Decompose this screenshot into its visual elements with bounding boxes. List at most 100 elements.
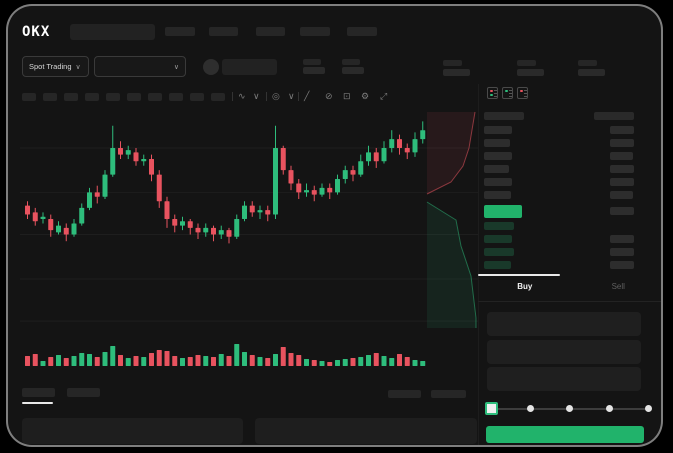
volume-bar [412, 360, 418, 366]
book-line [494, 96, 497, 97]
timeframe-button[interactable] [211, 93, 225, 101]
nav-item[interactable] [165, 27, 195, 36]
price-input[interactable] [487, 312, 641, 336]
ask-amount[interactable] [610, 126, 634, 134]
ask-price[interactable] [484, 178, 512, 186]
timeframe-button[interactable] [85, 93, 99, 101]
buy-button[interactable] [486, 426, 644, 443]
book-all-icon[interactable] [487, 87, 498, 99]
bid-price[interactable] [484, 222, 514, 230]
volume-bar [389, 358, 395, 366]
bid-price[interactable] [484, 248, 514, 256]
pair-dropdown[interactable]: ∨ [94, 56, 186, 77]
slider-stop[interactable] [645, 405, 652, 412]
candle-body [397, 139, 402, 148]
amount-input[interactable] [487, 340, 641, 364]
camera-icon[interactable]: ⊡ [343, 91, 351, 101]
ask-price[interactable] [484, 126, 512, 134]
candle-body [311, 190, 317, 195]
chevron-down-icon[interactable]: ∨ [288, 91, 295, 101]
last-price-highlight[interactable] [484, 205, 522, 218]
timeframe-button[interactable] [148, 93, 162, 101]
candle-body [164, 201, 170, 219]
bid-amount[interactable] [610, 261, 634, 269]
timeframe-button[interactable] [106, 93, 120, 101]
bid-amount[interactable] [610, 248, 634, 256]
candle-body [342, 170, 348, 180]
nav-item[interactable] [209, 27, 238, 36]
ask-price[interactable] [484, 139, 510, 147]
nav-item[interactable] [300, 27, 330, 36]
ask-amount[interactable] [610, 165, 634, 173]
app-window: OKX Spot Trading ∨ ∨ [6, 4, 663, 447]
nav-item[interactable] [256, 27, 285, 36]
orders-panel-row [255, 418, 477, 444]
candle-body [296, 183, 302, 193]
candle-body [412, 139, 418, 153]
slider-stop[interactable] [605, 405, 613, 412]
volume-bar [180, 358, 185, 366]
candle-body [56, 225, 61, 233]
bid-price[interactable] [484, 261, 511, 269]
timeframe-button[interactable] [64, 93, 78, 101]
depth-bid-line [426, 201, 477, 328]
nav-item[interactable] [347, 27, 377, 36]
slider-stop[interactable] [526, 405, 534, 412]
order-book-header-price[interactable] [484, 112, 524, 120]
ask-price[interactable] [484, 165, 509, 173]
indicator-icon[interactable]: ◎ [272, 91, 280, 101]
fullscreen-icon[interactable]: ⤢ [380, 91, 388, 101]
total-input[interactable] [487, 367, 641, 391]
search-input[interactable] [70, 24, 155, 40]
chevron-down-icon[interactable]: ∨ [253, 91, 260, 101]
slider-handle[interactable] [485, 402, 498, 415]
volume-bar [404, 357, 410, 366]
candlestick-chart[interactable] [20, 108, 478, 330]
active-tab-underline [22, 402, 53, 404]
volume-bar [242, 352, 247, 366]
timeframe-button[interactable] [190, 93, 204, 101]
volume-bar [203, 356, 209, 366]
okx-logo[interactable]: OKX [22, 24, 51, 40]
candle-body [389, 139, 395, 148]
book-bids-icon[interactable] [502, 87, 513, 99]
order-book-header-amount[interactable] [594, 112, 634, 120]
ask-amount[interactable] [610, 191, 633, 199]
bottom-action[interactable] [388, 390, 421, 398]
book-line [509, 96, 512, 97]
ask-price[interactable] [484, 152, 512, 160]
book-mark [520, 90, 523, 92]
book-asks-icon[interactable] [517, 87, 528, 99]
bottom-tab-order-history[interactable] [67, 388, 100, 397]
bid-price[interactable] [484, 235, 512, 243]
timeframe-button[interactable] [169, 93, 183, 101]
ask-amount[interactable] [610, 139, 634, 147]
bottom-tab-open-orders[interactable] [22, 388, 55, 397]
tab-buy[interactable]: Buy [517, 282, 533, 291]
settings-gear-icon[interactable]: ⚙ [361, 91, 370, 101]
candle-body [63, 227, 69, 235]
timeframe-button[interactable] [22, 93, 36, 101]
ask-amount[interactable] [610, 152, 633, 160]
volume-bar [149, 353, 154, 366]
tab-sell[interactable]: Sell [611, 282, 625, 291]
candle-body [87, 192, 92, 208]
bottom-action[interactable] [431, 390, 466, 398]
measure-icon[interactable]: ⊘ [325, 91, 333, 101]
trend-line-icon[interactable]: ╱ [304, 91, 310, 101]
last-price-amount[interactable] [610, 207, 634, 215]
candle-body [304, 190, 309, 193]
candle-body [118, 147, 123, 155]
candle-body [381, 147, 387, 162]
bid-amount[interactable] [610, 235, 634, 243]
chart-type-icon[interactable]: ∿ [238, 91, 246, 101]
market-type-dropdown[interactable]: Spot Trading ∨ [22, 56, 89, 77]
volume-bar [304, 359, 309, 366]
slider-stop[interactable] [566, 405, 573, 412]
candle-body [203, 227, 209, 233]
ask-amount[interactable] [610, 178, 634, 186]
timeframe-button[interactable] [127, 93, 141, 101]
ask-price[interactable] [484, 191, 511, 199]
timeframe-button[interactable] [43, 93, 57, 101]
candle-body [226, 230, 232, 237]
